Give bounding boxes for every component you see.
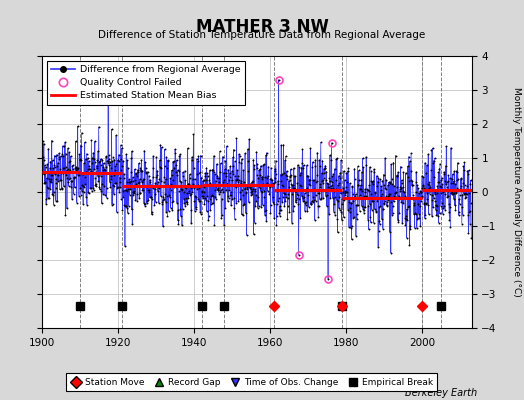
- Text: Difference of Station Temperature Data from Regional Average: Difference of Station Temperature Data f…: [99, 30, 425, 40]
- Legend: Difference from Regional Average, Quality Control Failed, Estimated Station Mean: Difference from Regional Average, Qualit…: [47, 61, 245, 105]
- Legend: Station Move, Record Gap, Time of Obs. Change, Empirical Break: Station Move, Record Gap, Time of Obs. C…: [66, 374, 437, 392]
- Text: MATHER 3 NW: MATHER 3 NW: [195, 18, 329, 36]
- Text: Berkeley Earth: Berkeley Earth: [405, 388, 477, 398]
- Text: Monthly Temperature Anomaly Difference (°C): Monthly Temperature Anomaly Difference (…: [511, 87, 521, 297]
